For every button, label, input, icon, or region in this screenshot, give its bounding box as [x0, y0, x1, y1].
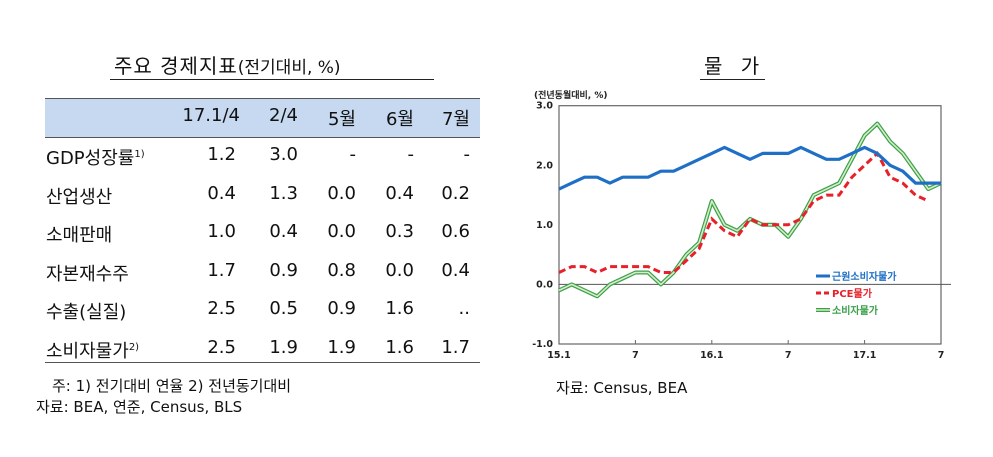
- table-title-unit: (전기대비, %): [237, 58, 341, 78]
- table-cell: -: [407, 144, 415, 165]
- table-cell: ..: [458, 298, 470, 319]
- row-label-text: 자본재수주: [46, 263, 129, 285]
- column-header: 17.1/4: [182, 105, 240, 126]
- cpi-line-outer: [558, 121, 942, 299]
- row-label: 자본재수주: [46, 260, 129, 286]
- table-cell: 0.2: [441, 182, 470, 204]
- legend-label: 근원소비자물가: [832, 270, 897, 283]
- x-tick-label: 7: [632, 350, 639, 361]
- row-label: 소비자물가2): [46, 337, 139, 363]
- table-cell: 0.6: [441, 221, 470, 242]
- price-chart: (전년동월대비, %)3.0 2.0 1.0 0.0 -1.015.1 7 16.1 7 17.…: [532, 89, 951, 361]
- x-tick-label: 15.1: [547, 350, 570, 361]
- column-header: 2/4: [269, 105, 298, 126]
- table-cell: 0.0: [327, 182, 356, 204]
- table-cell: 1.3: [269, 182, 298, 204]
- cpi-line-inner: [558, 122, 942, 298]
- table-title: 주요 경제지표(전기대비, %): [110, 50, 434, 80]
- series-0: [558, 145, 941, 191]
- x-tick-label: 16.1: [700, 350, 723, 361]
- table-cell: 0.8: [327, 259, 356, 281]
- row-label-text: GDP성장률: [46, 148, 135, 169]
- table-cell: 0.5: [269, 298, 298, 319]
- table-cell: 2.5: [207, 298, 236, 319]
- column-header: 7월: [441, 109, 470, 130]
- table-note: 주: 1) 전기대비 연율 2) 전년동기대비: [52, 377, 292, 395]
- row-label: 소매판매: [46, 221, 112, 247]
- x-tick-label: 7: [785, 350, 792, 361]
- table-cell: 0.3: [385, 221, 414, 242]
- table-cell: 0.0: [385, 259, 414, 281]
- table-cell: 2.5: [207, 336, 236, 358]
- table-title-text: 주요 경제지표: [114, 54, 238, 78]
- table-cell: 3.0: [269, 144, 298, 165]
- row-label-text: 소비자물가: [46, 340, 129, 362]
- table-cell: 1.7: [207, 259, 236, 281]
- core-cpi-line: [558, 145, 941, 191]
- y-tick-label: 1.0: [536, 220, 553, 231]
- table-cell: 1.7: [441, 336, 470, 358]
- unit-label: (전년동월대비, %): [534, 89, 607, 101]
- y-tick-label: 3.0: [536, 101, 553, 112]
- table-cell: 0.9: [269, 259, 298, 281]
- footnote-marker: 1): [134, 149, 145, 160]
- table-source: 자료: BEA, 연준, Census, BLS: [36, 398, 243, 416]
- y-tick-label: 2.0: [536, 160, 553, 171]
- chart-source: 자료: Census, BEA: [556, 379, 688, 397]
- column-header: 6월: [385, 109, 414, 130]
- y-tick-label: -1.0: [532, 339, 553, 350]
- column-header: 5월: [327, 109, 356, 130]
- table-cell: 0.4: [207, 182, 236, 204]
- y-tick-label: 0.0: [536, 279, 553, 290]
- x-tick-label: 7: [938, 350, 945, 361]
- table-cell: 0.9: [327, 298, 356, 319]
- table-cell: 0.4: [441, 259, 470, 281]
- table-cell: 0.0: [327, 221, 356, 242]
- table-cell: 1.9: [327, 336, 356, 358]
- row-label-text: 수출(실질): [46, 302, 127, 323]
- row-label-text: 산업생산: [46, 186, 113, 208]
- plot-frame: [558, 105, 942, 345]
- pce-line: [558, 150, 929, 275]
- table-cell: 1.0: [207, 221, 236, 242]
- table-cell: 1.6: [385, 336, 414, 358]
- table-header: [45, 98, 480, 138]
- chart-title: 물 가: [700, 50, 766, 80]
- series-1: [558, 150, 929, 275]
- table-cell: 1.6: [385, 298, 414, 319]
- row-label-text: 소매판매: [46, 225, 113, 246]
- legend-label: PCE물가: [832, 287, 873, 300]
- footnote-marker: 2): [128, 341, 140, 353]
- x-tick-label: 17.1: [853, 350, 876, 361]
- row-label: 수출(실질): [46, 298, 126, 324]
- series-2: [558, 121, 942, 299]
- table-bottom-rule: [45, 362, 480, 363]
- table-cell: 0.4: [385, 182, 414, 204]
- table-cell: -: [463, 144, 471, 165]
- row-label: 산업생산: [46, 183, 112, 209]
- table-cell: 0.4: [269, 221, 298, 242]
- table-cell: 1.2: [207, 144, 236, 165]
- table-cell: -: [349, 144, 357, 165]
- table-cell: 1.9: [269, 336, 298, 358]
- row-label: GDP성장률1): [46, 144, 145, 170]
- legend-label: 소비자물가: [832, 304, 879, 317]
